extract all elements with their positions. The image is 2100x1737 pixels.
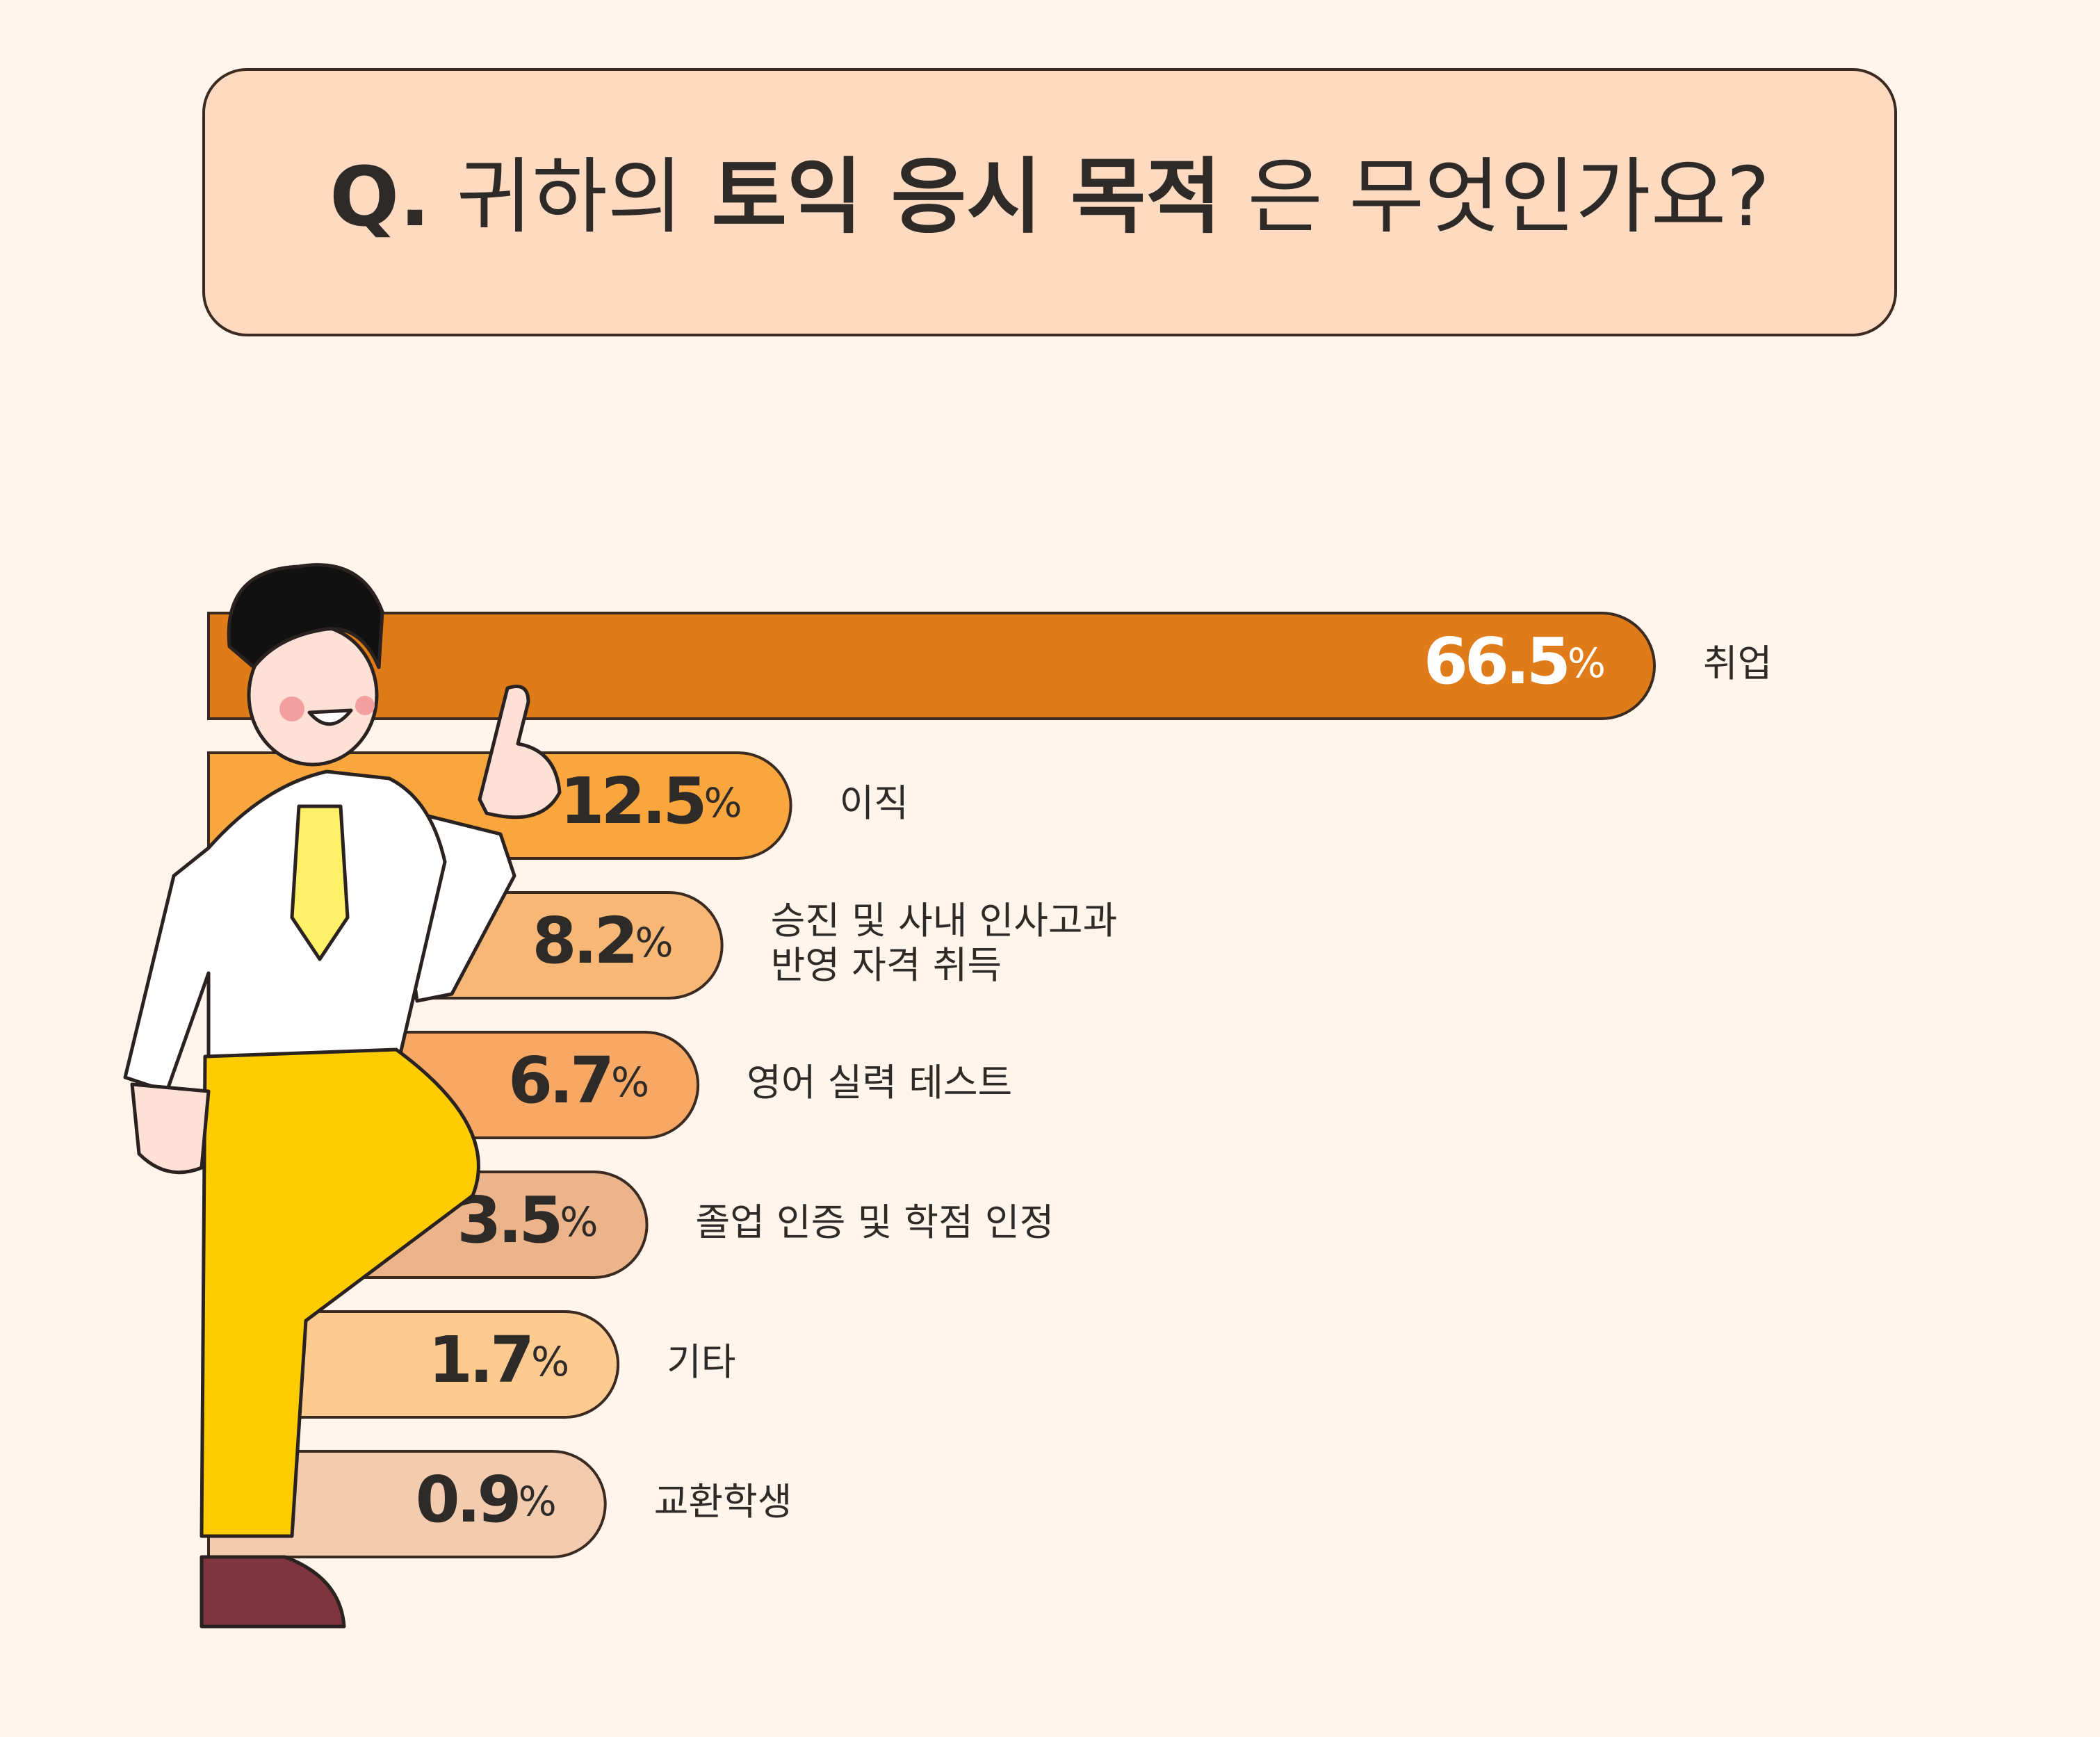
category-label: 교환학생 [654, 1480, 792, 1524]
category-label: 기타 [667, 1340, 735, 1384]
value-unit: % [1568, 639, 1606, 687]
value-unit: % [611, 1059, 649, 1106]
category-line: 이직 [840, 781, 909, 825]
pointing-hand [478, 685, 562, 819]
category-line: 기타 [667, 1340, 735, 1384]
title-box [202, 68, 1897, 336]
category-label: 졸업 인증 및 학점 인정 [696, 1200, 1055, 1244]
category-line: 반영 자격 취득 [771, 943, 1002, 987]
value-unit: % [560, 1198, 598, 1246]
category-line: 취업 [1703, 642, 1772, 685]
category-label: 영어 실력 테스트 [747, 1061, 1012, 1104]
value-label: 12.5% [560, 764, 742, 838]
value-number: 6.7 [508, 1043, 611, 1118]
title-part: 토익 응시 목적 [683, 149, 1221, 245]
value-number: 8.2 [532, 904, 635, 978]
bar [207, 612, 1656, 720]
title-part: 은 무엇인가요? [1221, 149, 1770, 245]
bar [207, 1450, 607, 1558]
shoe [200, 1555, 346, 1629]
category-line: 졸업 인증 및 학점 인정 [696, 1200, 1055, 1244]
value-label: 0.9% [416, 1462, 557, 1537]
value-number: 3.5 [457, 1183, 560, 1257]
value-number: 1.7 [428, 1323, 531, 1397]
category-label: 이직 [840, 781, 909, 825]
character [123, 563, 562, 1629]
category-label: 취업 [1703, 642, 1772, 685]
value-unit: % [635, 919, 674, 966]
title-part: 귀하의 [430, 149, 683, 245]
value-label: 1.7% [428, 1323, 569, 1397]
value-label: 8.2% [532, 904, 674, 978]
category-line: 교환학생 [654, 1480, 792, 1524]
category-line: 영어 실력 테스트 [747, 1061, 1012, 1104]
chart-title: Q. 귀하의 토익 응시 목적 은 무엇인가요? [329, 149, 1770, 245]
value-number: 12.5 [560, 764, 703, 838]
value-label: 66.5% [1424, 624, 1606, 699]
mouth [307, 708, 353, 726]
cheek [355, 696, 375, 715]
cheek [279, 696, 304, 721]
value-number: 0.9 [416, 1462, 519, 1537]
category-line: 승진 및 사내 인사고과 [771, 899, 1118, 943]
hand [130, 1082, 211, 1175]
tie [290, 804, 350, 961]
title-part: Q. [329, 149, 430, 245]
value-label: 6.7% [508, 1043, 649, 1118]
value-number: 66.5 [1424, 624, 1568, 699]
pants [200, 1047, 480, 1538]
value-unit: % [519, 1478, 557, 1525]
bar [207, 1310, 620, 1419]
value-unit: % [703, 779, 742, 826]
value-label: 3.5% [457, 1183, 598, 1257]
value-unit: % [531, 1338, 569, 1385]
category-label: 승진 및 사내 인사고과 반영 자격 취득 [771, 899, 1118, 987]
hair [227, 563, 384, 669]
